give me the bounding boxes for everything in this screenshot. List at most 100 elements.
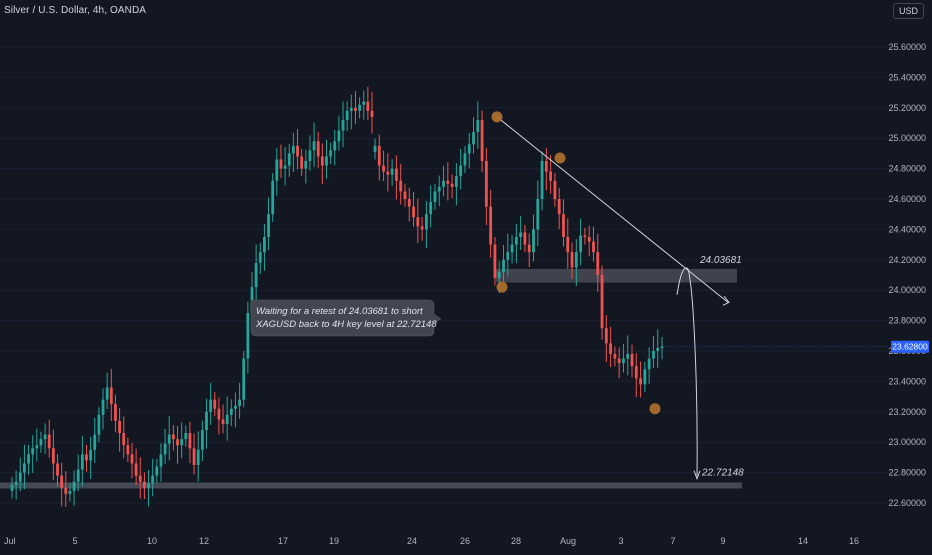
axes: 25.60000 25.40000 25.20000 25.00000 24.80000… (4, 42, 929, 546)
x-tick-label: 19 (329, 536, 339, 546)
candle-body (138, 475, 142, 482)
candle-body (180, 439, 184, 446)
y-tick-label: 25.00000 (888, 133, 926, 143)
x-tick-label: 3 (618, 536, 623, 546)
candle-body (184, 433, 188, 440)
candle-body (497, 271, 501, 279)
candle-body (229, 408, 233, 415)
candle-body (366, 101, 370, 111)
candle-body (221, 419, 225, 424)
y-tick-label: 25.40000 (888, 72, 926, 82)
resistance-zone-24 (496, 268, 737, 283)
candle-body (80, 454, 84, 470)
candle-body (489, 206, 493, 245)
candle-body (312, 141, 316, 151)
candle-body (386, 171, 390, 175)
y-tick-label: 24.20000 (888, 255, 926, 265)
candle-body (246, 313, 250, 359)
candle-body (412, 206, 415, 218)
candle-body (377, 145, 381, 166)
candle-body (395, 168, 398, 181)
candle-body (234, 405, 237, 409)
candle-body (609, 343, 612, 355)
candle-body (101, 399, 105, 415)
candle-body (523, 232, 527, 245)
projection-curve[interactable] (676, 267, 698, 476)
candle-body (510, 244, 514, 253)
candle-body (118, 420, 121, 434)
candle-body (258, 252, 262, 263)
candle-body (23, 463, 26, 473)
drawings[interactable]: 24.03681 22.72148 Waiting for a retest of … (250, 111, 744, 481)
currency-button[interactable]: USD (893, 3, 924, 19)
candle-body (275, 159, 279, 181)
candle-body (354, 107, 357, 111)
candle-body (502, 259, 505, 272)
candle-body (549, 171, 553, 181)
candle-body (72, 481, 76, 491)
candle-body (109, 387, 113, 405)
candle-body (126, 445, 130, 455)
x-tick-label: 16 (849, 536, 859, 546)
candle-body (31, 448, 35, 455)
candle-body (514, 237, 518, 245)
candle-body (308, 150, 312, 161)
candle-body (341, 119, 345, 131)
candle-body (155, 466, 159, 476)
resistance-zones (0, 268, 742, 489)
callout-text-line-2: XAGUSD back to 4H key level at 22.72148 (255, 319, 437, 330)
y-tick-label: 24.00000 (888, 285, 926, 295)
marker-high-2-icon (554, 152, 566, 164)
candle-body (358, 104, 361, 111)
current-price-badge (891, 340, 929, 353)
candle-body (291, 145, 295, 154)
x-tick-label: 17 (278, 536, 288, 546)
candle-body (425, 214, 428, 230)
x-tick-label: Aug (560, 536, 576, 546)
candle-body (14, 481, 18, 485)
candle-body (167, 434, 171, 444)
candle-body (271, 180, 275, 215)
candle-body (630, 354, 634, 367)
candle-body (493, 244, 497, 279)
candle-body (566, 237, 570, 253)
candle-body (39, 439, 43, 446)
candle-body (626, 354, 630, 359)
candle-body (647, 358, 651, 370)
candle-body (76, 469, 80, 482)
y-tick-label: 23.00000 (888, 437, 926, 447)
candle-body (151, 475, 155, 484)
candle-body (592, 241, 595, 253)
candle-body (200, 430, 204, 450)
candle-body (382, 165, 385, 172)
candle-body (279, 159, 283, 169)
callout-box (250, 299, 442, 337)
trendline[interactable] (496, 116, 729, 303)
candle-body (596, 252, 600, 275)
candle-body (85, 454, 88, 461)
candle-body (433, 191, 437, 203)
level-label-24: 24.03681 (699, 255, 742, 266)
candle-body (442, 180, 445, 187)
candle-body (562, 214, 565, 237)
candle-body (656, 347, 660, 351)
candle-body (437, 186, 441, 192)
candle-body (362, 101, 366, 105)
trendline-arrow-icon (722, 296, 730, 306)
marker-low-1-icon (496, 281, 508, 293)
candle-body (64, 487, 68, 494)
candle-body (604, 328, 608, 344)
callout-note[interactable]: Waiting for a retest of 24.03681 to shor… (250, 299, 442, 337)
grid-lines (0, 46, 890, 504)
y-tick-label: 23.40000 (888, 376, 926, 386)
candle-body (213, 399, 217, 409)
candle-body (225, 414, 229, 424)
candle-body (122, 433, 126, 446)
candle-body (345, 110, 349, 120)
candle-body (527, 244, 531, 253)
candle-body (660, 346, 664, 348)
candle-body (147, 483, 150, 488)
